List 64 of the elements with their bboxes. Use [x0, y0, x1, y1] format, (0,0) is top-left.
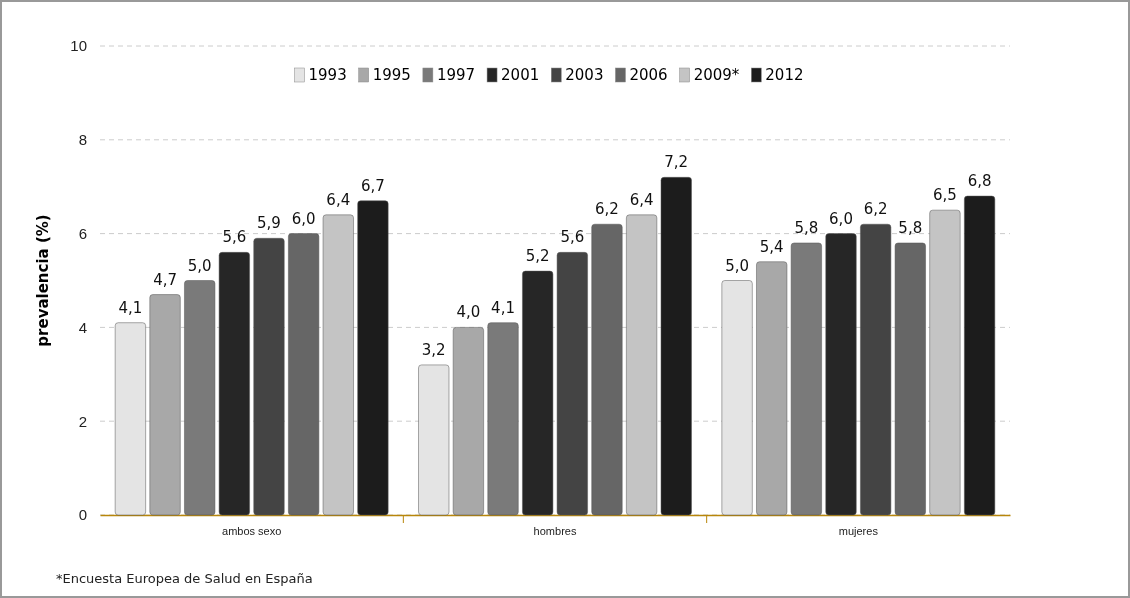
bar: [964, 195, 996, 516]
legend-label: 2001: [501, 66, 540, 84]
y-tick-label: 6: [78, 224, 87, 242]
bar: [452, 327, 484, 516]
data-label: 5,6: [560, 228, 585, 247]
legend-label: 1993: [308, 66, 347, 84]
bar: [591, 223, 623, 516]
bar: [825, 233, 857, 516]
bar: [522, 270, 554, 516]
data-label: 6,5: [933, 186, 957, 205]
bar: [721, 280, 753, 516]
data-label: 6,8: [967, 172, 992, 191]
data-label: 4,1: [491, 298, 515, 317]
y-tick-label: 2: [78, 412, 87, 430]
bar: [184, 280, 216, 516]
data-label: 4,1: [118, 298, 143, 317]
bar: [218, 252, 250, 516]
x-tick-label: mujeres: [838, 524, 879, 537]
x-tick-label: ambos sexo: [222, 524, 282, 537]
bar: [114, 322, 146, 516]
bar: [556, 252, 588, 516]
data-label: 5,0: [725, 256, 750, 275]
data-label: 6,0: [291, 209, 316, 228]
bar: [487, 322, 519, 516]
data-label: 5,8: [898, 218, 923, 237]
y-axis-title: prevalencia (%): [34, 214, 52, 347]
bar: [790, 242, 822, 516]
data-label: 6,7: [360, 176, 385, 195]
data-label: 6,2: [595, 200, 619, 219]
legend-label: 2006: [629, 66, 668, 84]
data-label: 5,0: [187, 256, 212, 275]
bar: [756, 261, 788, 516]
data-label: 5,8: [794, 218, 819, 237]
y-tick-label: 4: [78, 318, 87, 336]
data-label: 5,4: [759, 237, 784, 256]
data-label: 5,2: [525, 247, 550, 266]
data-label: 6,4: [629, 190, 654, 209]
data-label: 7,2: [664, 153, 689, 172]
bar: [288, 233, 320, 516]
data-label: 6,2: [863, 200, 888, 219]
legend-label: 2012: [765, 66, 804, 84]
legend-label: 1997: [436, 66, 476, 84]
legend-label: 2009*: [693, 66, 740, 84]
text: *Encuesta Europea de Salud en España: [56, 571, 313, 586]
data-label: 6,4: [326, 190, 351, 209]
y-tick-label: 10: [70, 37, 87, 55]
y-tick-label: 8: [78, 131, 87, 149]
bar: [149, 294, 181, 516]
data-label: 5,6: [222, 228, 247, 247]
legend-label: 2003: [565, 66, 604, 84]
y-tick-label: 0: [78, 506, 87, 524]
bar: [860, 223, 892, 516]
data-label: 6,0: [829, 209, 853, 228]
bar: [894, 242, 926, 516]
bar: [357, 200, 389, 516]
legend-label: 1995: [372, 66, 411, 84]
data-label: 5,9: [257, 214, 281, 233]
data-label: 4,7: [153, 270, 177, 289]
data-label: 4,0: [456, 303, 481, 322]
bar: [660, 177, 692, 516]
bar: [253, 238, 285, 516]
data-label: 3,2: [421, 340, 446, 359]
x-tick-label: hombres: [533, 524, 577, 537]
bar: [418, 364, 450, 516]
